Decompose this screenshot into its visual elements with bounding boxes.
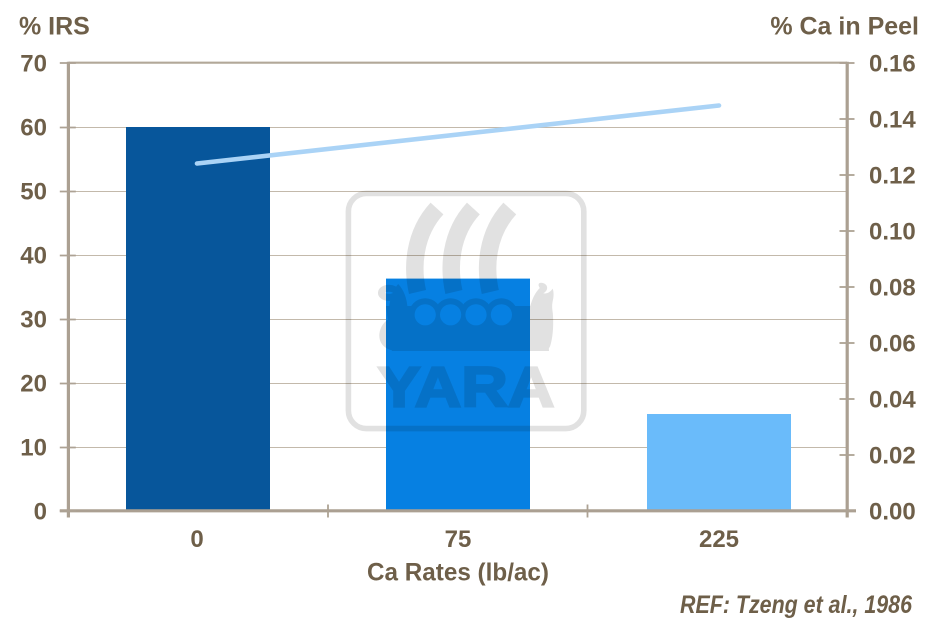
svg-text:20: 20 bbox=[20, 371, 47, 398]
svg-text:30: 30 bbox=[20, 307, 47, 334]
svg-text:0.14: 0.14 bbox=[869, 107, 916, 134]
svg-text:REF: Tzeng et al., 1986: REF: Tzeng et al., 1986 bbox=[680, 591, 913, 619]
svg-text:0.06: 0.06 bbox=[869, 331, 916, 358]
svg-text:0.00: 0.00 bbox=[869, 499, 916, 526]
svg-text:40: 40 bbox=[20, 243, 47, 270]
svg-text:70: 70 bbox=[20, 51, 47, 78]
svg-text:0: 0 bbox=[34, 499, 47, 526]
svg-text:0: 0 bbox=[190, 526, 203, 553]
svg-text:% Ca in Peel: % Ca in Peel bbox=[770, 13, 919, 41]
svg-text:0.16: 0.16 bbox=[869, 51, 916, 78]
svg-text:60: 60 bbox=[20, 115, 47, 142]
svg-text:0.04: 0.04 bbox=[869, 387, 916, 414]
svg-text:225: 225 bbox=[699, 526, 739, 553]
svg-text:0.12: 0.12 bbox=[869, 163, 916, 190]
svg-text:75: 75 bbox=[445, 526, 472, 553]
svg-text:Ca Rates (lb/ac): Ca Rates (lb/ac) bbox=[367, 559, 549, 587]
svg-text:0.02: 0.02 bbox=[869, 443, 916, 470]
svg-text:10: 10 bbox=[20, 435, 47, 462]
svg-text:50: 50 bbox=[20, 179, 47, 206]
svg-text:% IRS: % IRS bbox=[19, 13, 90, 41]
svg-text:0.10: 0.10 bbox=[869, 219, 916, 246]
svg-text:0.08: 0.08 bbox=[869, 275, 916, 302]
